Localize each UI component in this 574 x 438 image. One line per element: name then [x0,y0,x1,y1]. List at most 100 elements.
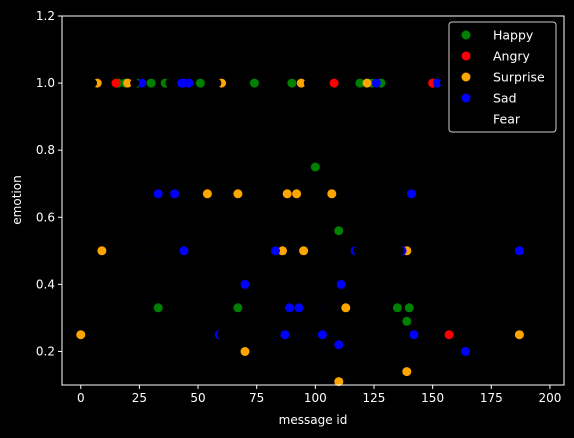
point-surprise-14 [341,303,351,313]
y-axis-label: emotion [10,175,24,224]
point-fear-28 [446,303,456,313]
point-happy-9 [334,226,344,236]
point-angry-1 [329,78,339,88]
point-fear-19 [247,246,257,256]
point-sad-17 [285,303,294,313]
point-surprise-11 [282,189,292,199]
point-sad-18 [294,303,304,313]
point-surprise-9 [202,189,212,199]
point-fear-27 [320,303,330,313]
legend-box [448,21,557,133]
legend-label-sad: Sad [493,91,517,106]
x-tick-label: 125 [363,391,386,405]
point-fear-10 [439,78,449,88]
point-fear-20 [289,246,299,256]
legend-marker-surprise [461,72,471,82]
point-fear-26 [266,303,276,313]
point-happy-8 [310,162,320,172]
point-fear-25 [526,246,536,256]
point-surprise-1 [123,78,133,88]
point-fear-1 [130,78,140,88]
legend-marker-fear [461,114,471,124]
point-sad-5 [432,78,442,88]
point-sad-8 [407,189,416,199]
legend: Happy Angry Surprise Sad Fear [448,21,557,133]
point-surprise-19 [334,377,344,387]
point-fear-17 [205,246,215,256]
point-sad-15 [240,279,250,289]
point-sad-16 [336,279,346,289]
point-surprise-13 [327,189,337,199]
point-happy-13 [153,303,163,313]
y-tick-label: 0.2 [36,344,55,358]
point-surprise-7 [299,246,309,256]
point-surprise-10 [233,189,243,199]
legend-marker-happy [461,30,471,40]
point-sad-11 [271,246,280,256]
point-sad-25 [461,347,470,356]
point-happy-15 [392,303,402,313]
point-happy-16 [404,303,414,313]
point-fear-21 [353,246,363,256]
point-fear-5 [259,78,269,88]
legend-label-surprise: Surprise [493,70,545,85]
y-axis: 0.2 0.4 0.6 0.8 1.0 1.2 [36,9,62,358]
point-fear-29 [526,303,536,313]
point-fear-22 [395,246,405,256]
point-surprise-3 [296,78,306,88]
x-tick-label: 25 [132,391,147,405]
plot-frame [61,15,565,386]
point-fear-34 [99,303,109,313]
point-surprise-18 [402,367,412,377]
point-sad-24 [334,340,344,350]
x-tick-label: 175 [480,391,503,405]
point-fear-16 [149,246,158,256]
point-fear-33 [357,330,367,340]
x-tick-label: 50 [190,391,205,405]
point-fear-2 [165,78,175,88]
point-fear-18 [231,246,241,256]
x-axis: 0 25 50 75 100 125 150 175 200 [77,385,561,405]
point-fear-8 [341,78,351,88]
point-fear-3 [212,78,222,88]
x-tick-label: 0 [77,391,85,405]
point-surprise-12 [292,189,302,199]
point-surprise-5 [97,246,107,256]
point-sad-4 [371,78,381,88]
point-surprise-16 [240,347,250,356]
x-axis-label: message id [279,413,348,427]
point-happy-17 [402,316,412,326]
point-angry-0 [111,78,121,88]
point-fear-6 [273,78,283,88]
x-tick-label: 75 [249,391,264,405]
point-fear-0 [88,78,97,88]
y-tick-label: 0.6 [36,210,55,224]
point-fear-23 [461,246,470,256]
point-sad-21 [280,330,290,340]
point-happy-14 [233,303,243,313]
point-fear-7 [303,78,313,88]
point-angry-3 [444,330,454,340]
point-fear-15 [123,246,133,256]
y-tick-label: 1.0 [36,76,55,90]
legend-label-fear: Fear [493,112,521,127]
point-surprise-6 [278,246,287,256]
point-happy-10 [355,78,365,88]
x-tick-label: 150 [421,391,444,405]
point-fear-32 [217,330,226,340]
point-sad-22 [317,330,327,340]
y-tick-label: 0.8 [36,143,55,157]
point-sad-0 [137,78,147,88]
point-surprise-15 [76,330,86,340]
point-fear-31 [179,357,189,366]
point-sad-7 [170,189,180,199]
point-happy-5 [195,78,205,88]
point-sad-10 [179,246,189,256]
point-happy-7 [287,78,297,88]
point-fear-24 [486,246,496,256]
point-surprise-17 [514,330,524,340]
y-tick-label: 1.2 [36,9,55,23]
point-fear-4 [226,78,236,88]
point-fear-30 [461,279,470,289]
